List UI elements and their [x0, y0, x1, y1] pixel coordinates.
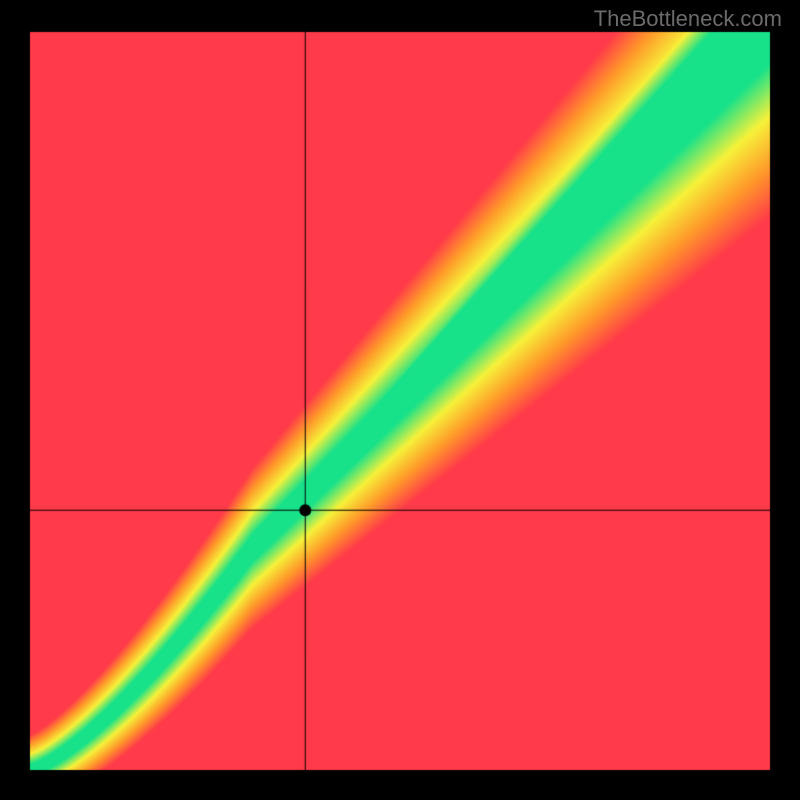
bottleneck-heatmap: [0, 0, 800, 800]
watermark-text: TheBottleneck.com: [594, 6, 782, 32]
